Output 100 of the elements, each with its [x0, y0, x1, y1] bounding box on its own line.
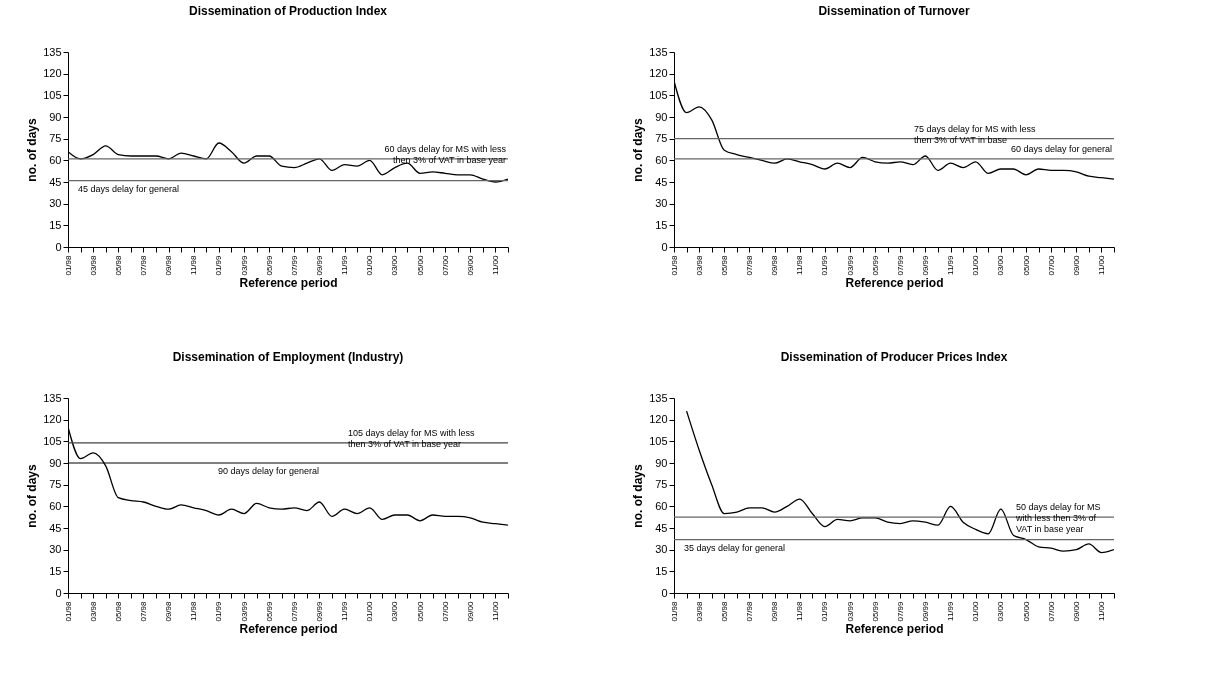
x-tick-label: 01/98 [669, 254, 679, 276]
x-tick-label: 11/00 [1096, 254, 1106, 275]
y-tick-label: 45 [655, 175, 668, 188]
x-tick-label: 03/00 [390, 254, 400, 276]
x-tick-label: 11/99 [946, 600, 956, 621]
x-tick-label: 01/00 [365, 600, 375, 622]
x-tick-label: 07/00 [440, 600, 450, 622]
x-tick-label: 01/99 [820, 254, 830, 276]
y-tick-label: 15 [655, 564, 668, 577]
y-tick-label: 135 [649, 391, 668, 404]
y-tick-label: 0 [661, 586, 668, 599]
y-tick-label: 90 [655, 456, 668, 469]
y-tick-label: 60 [49, 499, 62, 512]
y-tick-label: 120 [649, 413, 668, 426]
y-tick-label: 30 [49, 197, 62, 210]
y-tick-label: 60 [655, 499, 668, 512]
y-axis-title: no. of days [631, 118, 646, 182]
y-tick-label: 60 [655, 153, 668, 166]
x-tick-label: 09/99 [920, 254, 930, 276]
ref-line-label: 60 days delay for MS with less then 3% of VAT in base year [384, 143, 507, 165]
x-tick-label: 07/98 [744, 600, 754, 622]
x-tick-label: 05/98 [113, 600, 123, 622]
x-tick-label: 11/00 [490, 600, 500, 621]
x-tick-label: 01/98 [63, 254, 73, 276]
y-tick-label: 120 [43, 413, 62, 426]
y-tick-label: 120 [649, 67, 668, 80]
y-tick-label: 75 [655, 478, 668, 491]
x-tick-label: 09/98 [164, 600, 174, 622]
x-tick-label: 05/99 [264, 600, 274, 622]
y-axis-title: no. of days [25, 118, 40, 182]
x-tick-label: 07/99 [895, 600, 905, 622]
x-tick-label: 11/00 [490, 254, 500, 275]
chart-title: Dissemination of Producer Prices Index [780, 350, 1008, 364]
ref-line-label: 45 days delay for general [78, 183, 180, 194]
x-tick-label: 05/98 [113, 254, 123, 276]
x-axis-title: Reference period [845, 621, 944, 636]
x-tick-label: 09/98 [770, 600, 780, 622]
ref-line-label: 35 days delay for general [684, 542, 786, 553]
x-tick-label: 01/00 [971, 254, 981, 276]
y-tick-label: 105 [649, 434, 668, 447]
x-tick-label: 07/00 [1046, 600, 1056, 622]
x-tick-label: 07/00 [440, 254, 450, 276]
x-tick-label: 11/99 [340, 254, 350, 275]
x-tick-label: 05/99 [870, 254, 880, 276]
x-tick-label: 07/98 [744, 254, 754, 276]
x-tick-label: 09/98 [164, 254, 174, 276]
y-tick-label: 45 [49, 175, 62, 188]
x-tick-label: 11/98 [795, 254, 805, 275]
chart-title: Dissemination of Turnover [818, 4, 970, 18]
x-tick-label: 11/99 [340, 600, 350, 621]
x-tick-label: 01/98 [669, 600, 679, 622]
x-tick-label: 03/00 [390, 600, 400, 622]
chart-title: Dissemination of Employment (Industry) [172, 350, 404, 364]
y-tick-label: 120 [43, 67, 62, 80]
y-tick-label: 75 [655, 132, 668, 145]
y-tick-label: 90 [655, 110, 668, 123]
x-tick-label: 09/00 [465, 254, 475, 276]
x-tick-label: 01/00 [365, 254, 375, 276]
x-tick-label: 05/98 [719, 254, 729, 276]
x-tick-label: 11/00 [1096, 600, 1106, 621]
x-tick-label: 05/00 [415, 254, 425, 276]
x-tick-label: 07/00 [1046, 254, 1056, 276]
x-tick-label: 11/99 [946, 254, 956, 275]
x-tick-label: 01/00 [971, 600, 981, 622]
y-tick-label: 105 [649, 88, 668, 101]
x-tick-label: 03/00 [996, 254, 1006, 276]
y-tick-label: 15 [655, 218, 668, 231]
x-tick-label: 05/00 [1021, 600, 1031, 622]
x-tick-label: 05/99 [870, 600, 880, 622]
y-tick-label: 30 [655, 197, 668, 210]
y-tick-label: 60 [49, 153, 62, 166]
y-tick-label: 15 [49, 218, 62, 231]
x-tick-label: 07/99 [289, 254, 299, 276]
x-tick-label: 11/98 [795, 600, 805, 621]
x-tick-label: 03/98 [694, 600, 704, 622]
x-tick-label: 11/98 [189, 254, 199, 275]
chart-title: Dissemination of Production Index [188, 4, 388, 18]
y-tick-label: 90 [49, 110, 62, 123]
x-tick-label: 01/99 [214, 254, 224, 276]
y-tick-label: 135 [43, 391, 62, 404]
ref-line-label: 60 days delay for general [1010, 143, 1112, 154]
y-tick-label: 15 [49, 564, 62, 577]
x-axis-title: Reference period [239, 621, 338, 636]
ref-line-label: 50 days delay for MS with less then 3% of VAT in base year [1015, 502, 1101, 535]
x-tick-label: 03/99 [845, 254, 855, 276]
x-tick-label: 07/98 [138, 254, 148, 276]
x-axis-title: Reference period [239, 275, 338, 290]
y-tick-label: 45 [655, 521, 668, 534]
y-tick-label: 0 [55, 586, 62, 599]
x-tick-label: 09/99 [314, 600, 324, 622]
x-tick-label: 07/99 [289, 600, 299, 622]
x-tick-label: 09/98 [770, 254, 780, 276]
x-tick-label: 05/99 [264, 254, 274, 276]
x-tick-label: 09/00 [1071, 600, 1081, 622]
x-tick-label: 09/99 [920, 600, 930, 622]
y-tick-label: 135 [43, 45, 62, 58]
x-tick-label: 03/98 [88, 600, 98, 622]
x-tick-label: 03/98 [694, 254, 704, 276]
y-axis-title: no. of days [25, 464, 40, 528]
ref-line-label: 90 days delay for general [218, 466, 320, 476]
